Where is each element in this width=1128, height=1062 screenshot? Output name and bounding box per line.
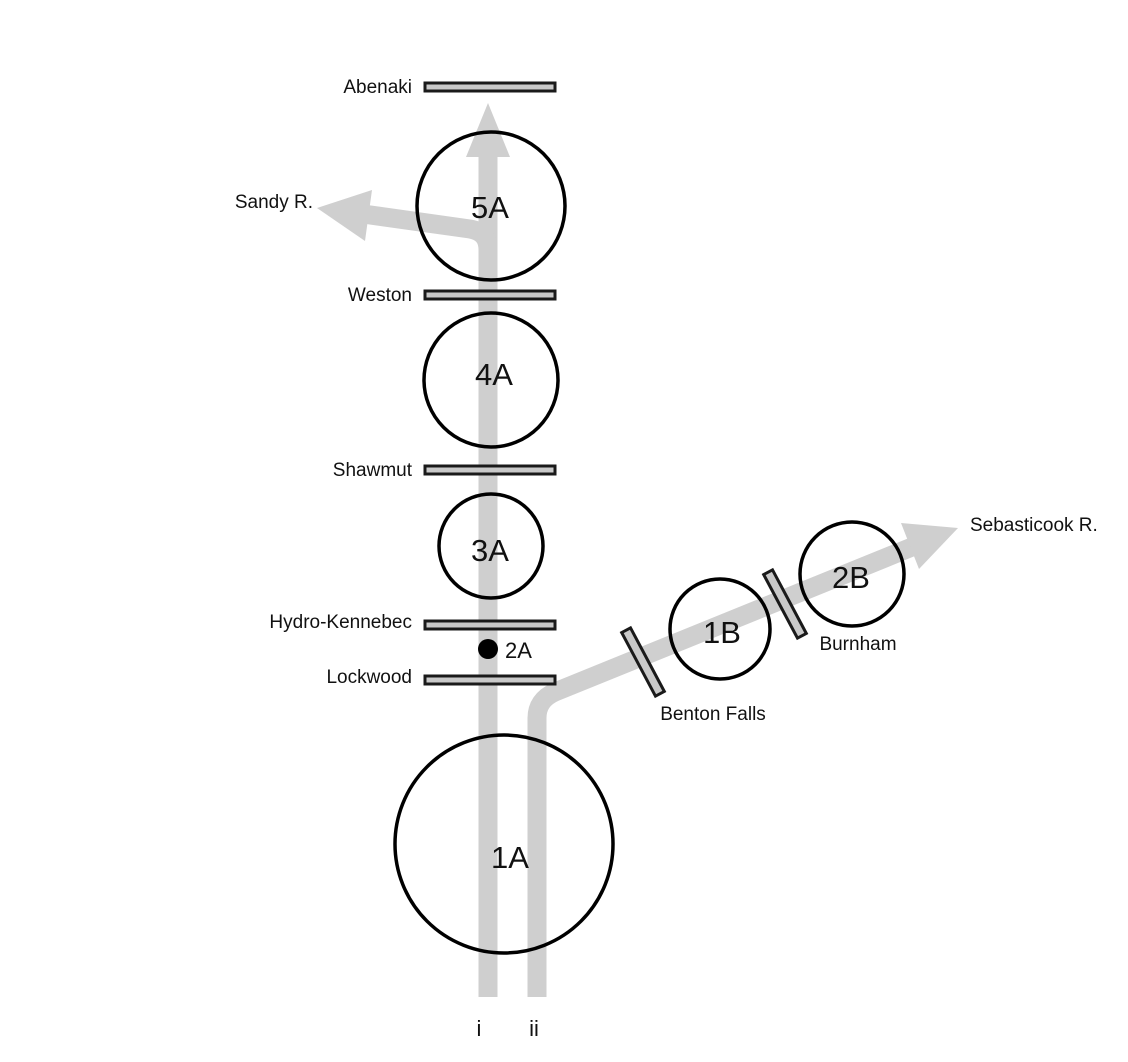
zone-marker-2a — [478, 639, 498, 659]
dam-bar-hydro-kennebec — [423, 619, 557, 631]
zone-circle-1b — [668, 577, 772, 681]
zone-circle-1a — [393, 733, 615, 955]
dam-bar-weston — [423, 289, 557, 301]
abenaki-arrowhead-icon — [466, 103, 510, 157]
dam-label-burnham: Burnham — [819, 634, 896, 655]
river-label-sandy: Sandy R. — [235, 192, 313, 213]
sebasticook-arrowhead-icon — [901, 523, 958, 569]
zone-circle-2b — [798, 520, 906, 628]
dam-bar-abenaki — [423, 81, 557, 93]
route-label-ii: ii — [529, 1016, 539, 1041]
zone-circle-4a — [422, 311, 560, 449]
zone-label-5a: 5A — [471, 190, 509, 225]
sandy-arrowhead-icon — [317, 190, 372, 241]
zone-label-2a: 2A — [505, 638, 532, 663]
route-label-i: i — [477, 1016, 482, 1041]
zone-circle-3a — [437, 492, 545, 600]
dam-bar-benton-falls — [619, 625, 667, 699]
sebasticook-flow-line — [527, 538, 916, 997]
dam-label-shawmut: Shawmut — [333, 460, 413, 481]
dam-label-benton-falls: Benton Falls — [660, 704, 766, 725]
dam-bar-shawmut — [423, 464, 557, 476]
zone-label-3a: 3A — [471, 533, 509, 568]
flow-path-ii — [527, 523, 958, 997]
sandy-branch-flow-line — [354, 203, 498, 272]
zone-label-1a: 1A — [491, 840, 529, 875]
dam-label-abenaki: Abenaki — [343, 77, 412, 98]
dam-bar-burnham — [761, 567, 809, 641]
dam-bar-lockwood — [423, 674, 557, 686]
zone-circle-5a — [415, 130, 567, 282]
dam-label-lockwood: Lockwood — [326, 667, 412, 688]
zone-label-1b: 1B — [703, 615, 741, 650]
zone-label-4a: 4A — [475, 357, 513, 392]
dam-label-hydro-kennebec: Hydro-Kennebec — [269, 612, 412, 633]
zone-label-2b: 2B — [832, 560, 870, 595]
flow-sandy-branch — [317, 190, 498, 272]
river-label-sebasticook: Sebasticook R. — [970, 515, 1098, 536]
dam-label-weston: Weston — [348, 285, 412, 306]
